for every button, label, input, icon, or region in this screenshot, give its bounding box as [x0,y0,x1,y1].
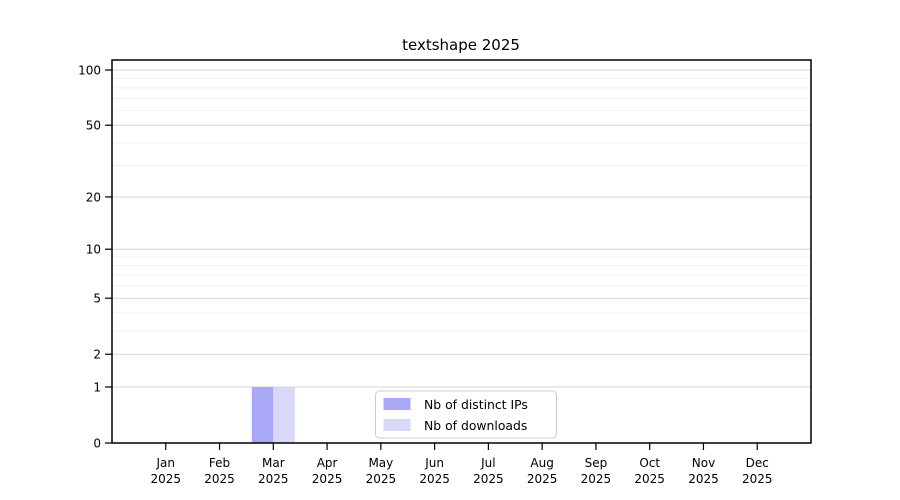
axes-group: 0 1 2 5 10 20 50 100 Jan 2025 Feb 2025 Mar 2025 Apr 202… [78,59,812,486]
x-tick-label-month: Oct [639,456,660,470]
y-tick-label: 5 [93,292,101,306]
y-tick-label: 10 [86,243,101,257]
plot-border [111,59,812,444]
y-tick-label: 20 [86,190,101,204]
x-tick-label-year: 2025 [204,472,235,486]
x-tick-label-month: Jun [424,456,444,470]
x-tick-label-year: 2025 [527,472,558,486]
x-tick-label-year: 2025 [366,472,397,486]
chart-title: textshape 2025 [402,36,520,54]
legend-swatch-nb-of-distinct-ips [383,398,411,410]
legend-swatch-nb-of-downloads [383,419,411,431]
bar-nb-of-downloads [273,386,295,443]
x-tick-label-month: Jul [480,456,495,470]
x-tick-label-month: Aug [530,456,553,470]
x-tick-label-month: Sep [585,456,608,470]
x-tick-label-year: 2025 [688,472,719,486]
y-tick-label: 2 [93,348,101,362]
y-tick-label: 1 [93,380,101,394]
x-tick-label-month: May [368,456,393,470]
y-tick-label: 50 [86,119,101,133]
x-tick-label-month: Mar [262,456,285,470]
x-tick-label-month: Dec [746,456,769,470]
legend-group: Nb of distinct IPs Nb of downloads [375,390,557,439]
bars-group [251,386,295,443]
legend-box [375,390,557,439]
x-tick-label-year: 2025 [581,472,612,486]
x-tick-label-year: 2025 [473,472,504,486]
y-tick-label: 100 [78,64,101,78]
x-tick-label-month: Jan [156,456,176,470]
x-tick-label-year: 2025 [419,472,450,486]
x-tick-label-year: 2025 [634,472,665,486]
x-tick-label-month: Feb [209,456,230,470]
x-tick-label-month: Nov [692,456,715,470]
x-tick-label-year: 2025 [742,472,773,486]
x-tick-label-year: 2025 [150,472,181,486]
legend-label-nb-of-downloads: Nb of downloads [424,418,527,433]
gridlines-group [112,69,811,388]
x-tick-label-year: 2025 [258,472,289,486]
x-tick-label-month: Apr [317,456,338,470]
legend-label-nb-of-distinct-ips: Nb of distinct IPs [424,397,528,412]
x-tick-label-year: 2025 [312,472,343,486]
bar-nb-of-distinct-ips [251,386,274,443]
y-tick-label: 0 [93,437,101,451]
